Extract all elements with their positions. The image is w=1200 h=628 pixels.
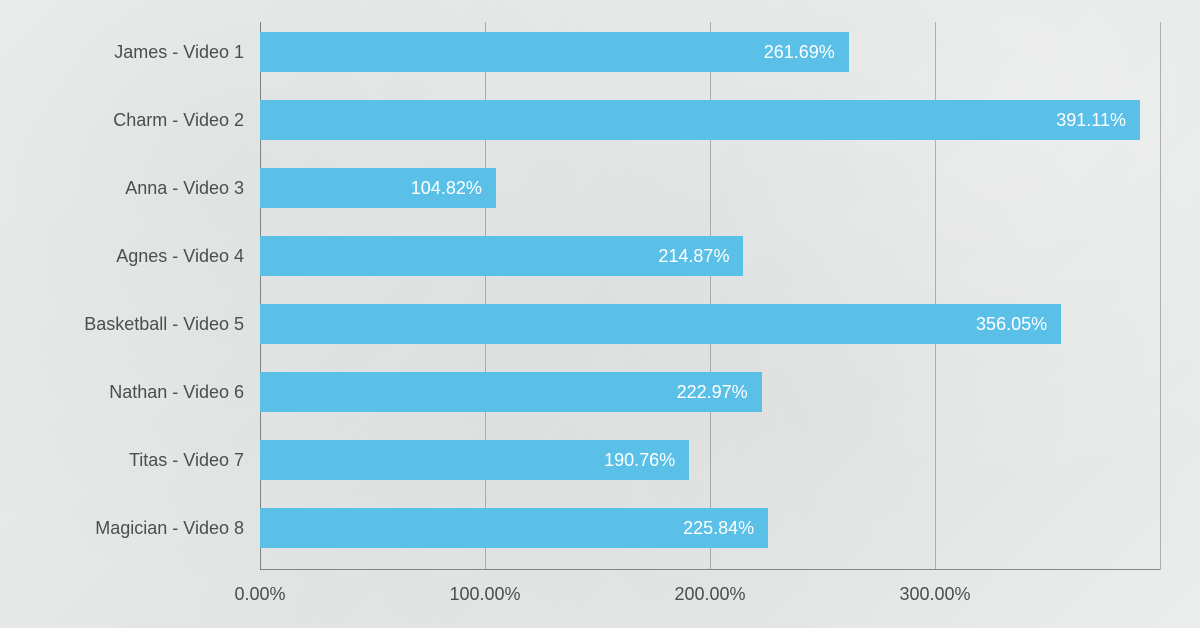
bar-value-label: 356.05% [976,314,1047,335]
bar-row: Titas - Video 7190.76% [260,440,1160,480]
bar: 190.76% [260,440,689,480]
category-label: Anna - Video 3 [125,178,260,199]
category-label: Nathan - Video 6 [109,382,260,403]
video-performance-chart: James - Video 1261.69%Charm - Video 2391… [0,0,1200,628]
bar-row: Nathan - Video 6222.97% [260,372,1160,412]
bar-row: Magician - Video 8225.84% [260,508,1160,548]
bar-row: Agnes - Video 4214.87% [260,236,1160,276]
category-label: Basketball - Video 5 [84,314,260,335]
x-tick-label: 200.00% [674,570,745,605]
bar: 214.87% [260,236,743,276]
bar-value-label: 190.76% [604,450,675,471]
bar-value-label: 214.87% [658,246,729,267]
x-tick-label: 300.00% [899,570,970,605]
plot-area: James - Video 1261.69% Charm - Video 2391… [260,22,1160,570]
bar: 391.11% [260,100,1140,140]
bar-value-label: 391.11% [1056,110,1126,131]
bar-value-label: 225.84% [683,518,754,539]
category-label: Magician - Video 8 [95,518,260,539]
category-label: Charm - Video 2 [113,110,260,131]
x-tick-label: 100.00% [449,570,520,605]
bar: 222.97% [260,372,762,412]
category-label: James - Video 1 [114,42,260,63]
bar-row: Anna - Video 3104.82% [260,168,1160,208]
bar: 261.69% [260,32,849,72]
x-tick-label: 0.00% [234,570,285,605]
gridline [1160,22,1161,570]
category-label: Agnes - Video 4 [116,246,260,267]
bar-value-label: 222.97% [677,382,748,403]
bar: 104.82% [260,168,496,208]
category-label: Titas - Video 7 [129,450,260,471]
bar: 356.05% [260,304,1061,344]
bar-row: Charm - Video 2391.11% [260,100,1160,140]
bar-row: James - Video 1261.69% [260,32,1160,72]
bar-row: Basketball - Video 5356.05% [260,304,1160,344]
bar-value-label: 261.69% [764,42,835,63]
bar-value-label: 104.82% [411,178,482,199]
bar: 225.84% [260,508,768,548]
